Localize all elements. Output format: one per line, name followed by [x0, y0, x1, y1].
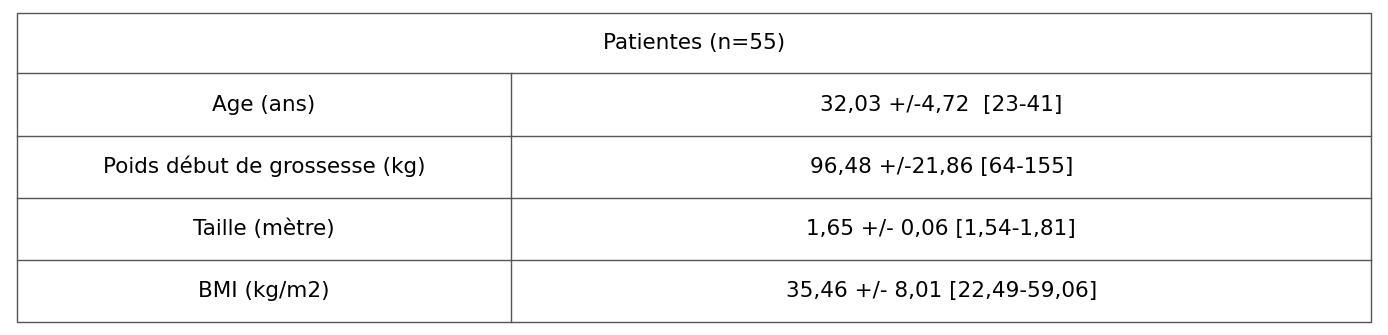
Text: 1,65 +/- 0,06 [1,54-1,81]: 1,65 +/- 0,06 [1,54-1,81] [806, 218, 1076, 239]
Text: BMI (kg/m2): BMI (kg/m2) [198, 281, 329, 300]
Text: Taille (mètre): Taille (mètre) [193, 218, 335, 239]
Text: Age (ans): Age (ans) [212, 94, 315, 115]
Text: 32,03 +/-4,72  [23-41]: 32,03 +/-4,72 [23-41] [820, 94, 1062, 115]
Text: Poids début de grossesse (kg): Poids début de grossesse (kg) [103, 156, 425, 177]
Text: 96,48 +/-21,86 [64-155]: 96,48 +/-21,86 [64-155] [809, 156, 1073, 177]
Text: Patientes (n=55): Patientes (n=55) [602, 34, 786, 54]
Text: 35,46 +/- 8,01 [22,49-59,06]: 35,46 +/- 8,01 [22,49-59,06] [786, 281, 1097, 300]
